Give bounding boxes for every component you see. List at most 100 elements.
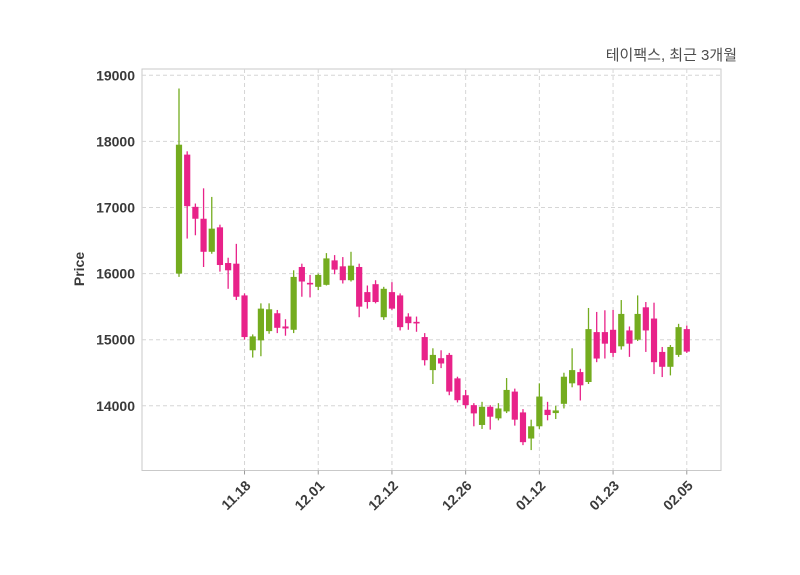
candle [413,316,420,332]
candle [528,419,535,451]
candle-body [544,409,551,416]
candle-body [274,313,281,328]
y-tick-label: 18000 [96,133,135,149]
candle [192,203,199,236]
candle-body [282,326,289,329]
candle-body [257,308,264,341]
candle [446,352,453,396]
candle [175,88,183,277]
candle [511,388,518,426]
candle-body [380,288,387,318]
candle [675,323,682,357]
candle-body [552,410,559,414]
candle-body [462,395,469,406]
candle [249,334,256,358]
candle [626,326,633,357]
candle [495,403,502,421]
candle [536,383,543,429]
candle [257,303,264,357]
candle-body [470,405,477,414]
candle-body [511,391,518,420]
candle [216,224,224,272]
candle [364,285,371,309]
candle-body [454,378,461,401]
y-tick-label: 16000 [96,266,135,282]
candle-body [298,266,305,282]
candle-body [626,330,633,344]
candle-body [200,218,207,252]
candle-body [569,370,576,384]
candle-body [265,309,273,332]
candle [560,372,568,409]
candle-body [593,332,600,359]
candle [544,401,551,421]
candle [577,368,584,401]
y-tick-label: 15000 [96,332,135,348]
candle [265,303,273,334]
candle [339,257,346,284]
candle-body [429,354,436,371]
candle [356,263,363,318]
candle-body [306,282,314,285]
candle [683,325,690,353]
candle [667,344,674,376]
candle-body [659,351,666,367]
candle [478,401,486,429]
candle-body [585,329,592,383]
candle [200,188,207,267]
x-tick-label: 01.12 [512,477,548,513]
candle [282,319,289,336]
candle-body [347,265,355,281]
candle [290,270,297,334]
candle-body [331,260,338,270]
candle [462,389,469,409]
candle [642,302,649,352]
candle [331,255,338,275]
candle [372,280,379,304]
candle [659,346,666,378]
candle-body [634,313,641,340]
candle-body [675,327,682,355]
x-tick-label: 02.05 [660,477,696,513]
candle-body [233,263,240,297]
candle-body [421,337,428,361]
candle-body [478,406,486,425]
candle-body [495,408,502,419]
candle [569,348,576,388]
x-tick-label: 01.23 [586,477,622,513]
x-tick-label: 11.18 [218,477,254,513]
candle [184,151,191,239]
candle [552,405,559,420]
x-tick-label: 12.12 [365,477,401,513]
candle-body [519,412,527,443]
candle-body [609,329,617,353]
candle [601,310,608,359]
candle [454,376,461,403]
y-axis-label: Price [71,251,87,287]
candle-body [618,313,625,347]
candle-body [323,258,330,285]
candle [347,251,355,282]
candle-body [364,292,371,303]
candle [519,409,527,446]
candle-body [397,295,404,328]
candle [429,348,436,384]
candle-body [536,396,543,427]
candle-body [184,154,191,207]
candle-body [683,329,690,352]
y-tick-label: 19000 [96,67,135,83]
candle-body [601,332,608,344]
candle-body [225,263,232,271]
candle [323,253,330,286]
candle [470,403,477,427]
candle [503,378,510,414]
candle [405,313,412,330]
candle [397,293,404,331]
candle [315,273,322,291]
y-tick-label: 14000 [96,398,135,414]
candle-body [405,316,412,324]
candle-body [216,227,224,266]
candle-body [388,292,396,309]
